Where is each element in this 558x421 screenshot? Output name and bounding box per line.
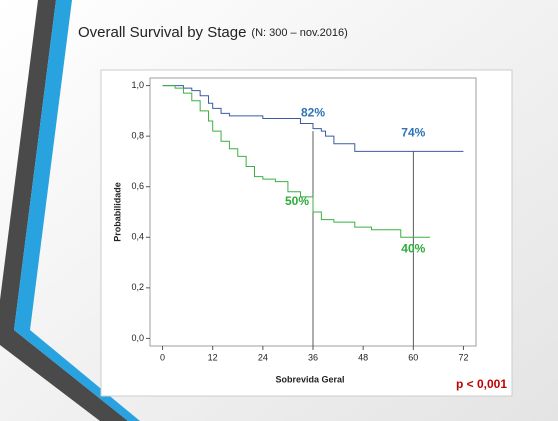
survival-curve xyxy=(162,85,431,238)
title: Overall Survival by Stage xyxy=(78,24,246,41)
decor-stripe xyxy=(0,0,56,330)
chart-title: Overall Survival by Stage (N: 300 – nov.2… xyxy=(78,24,348,41)
x-tick-label: 36 xyxy=(308,352,318,362)
annotation: 40% xyxy=(401,241,425,255)
x-tick-label: 72 xyxy=(458,352,468,362)
y-tick-label: 0,6 xyxy=(131,181,144,191)
decor-stripe xyxy=(14,330,140,421)
y-tick-label: 0,0 xyxy=(131,333,144,343)
y-axis-label: Probabilidade xyxy=(112,182,122,242)
p-value: p < 0,001 xyxy=(456,377,507,391)
annotation: 74% xyxy=(401,125,425,139)
decor-stripe xyxy=(14,0,72,330)
x-tick-label: 60 xyxy=(408,352,418,362)
y-tick-label: 0,4 xyxy=(131,232,144,242)
decor-stripe xyxy=(0,330,128,421)
y-tick-label: 1,0 xyxy=(131,80,144,90)
annotation: 50% xyxy=(285,194,309,208)
annotation: 82% xyxy=(301,105,325,119)
y-tick-label: 0,2 xyxy=(131,282,144,292)
x-tick-label: 48 xyxy=(358,352,368,362)
subtitle: (N: 300 – nov.2016) xyxy=(251,27,347,39)
x-tick-label: 12 xyxy=(208,352,218,362)
x-axis-label: Sobrevida Geral xyxy=(275,374,344,384)
y-tick-label: 0,8 xyxy=(131,131,144,141)
x-tick-label: 0 xyxy=(160,352,165,362)
x-tick-label: 24 xyxy=(258,352,268,362)
chart-box xyxy=(100,69,513,397)
survival-curve xyxy=(162,85,464,152)
